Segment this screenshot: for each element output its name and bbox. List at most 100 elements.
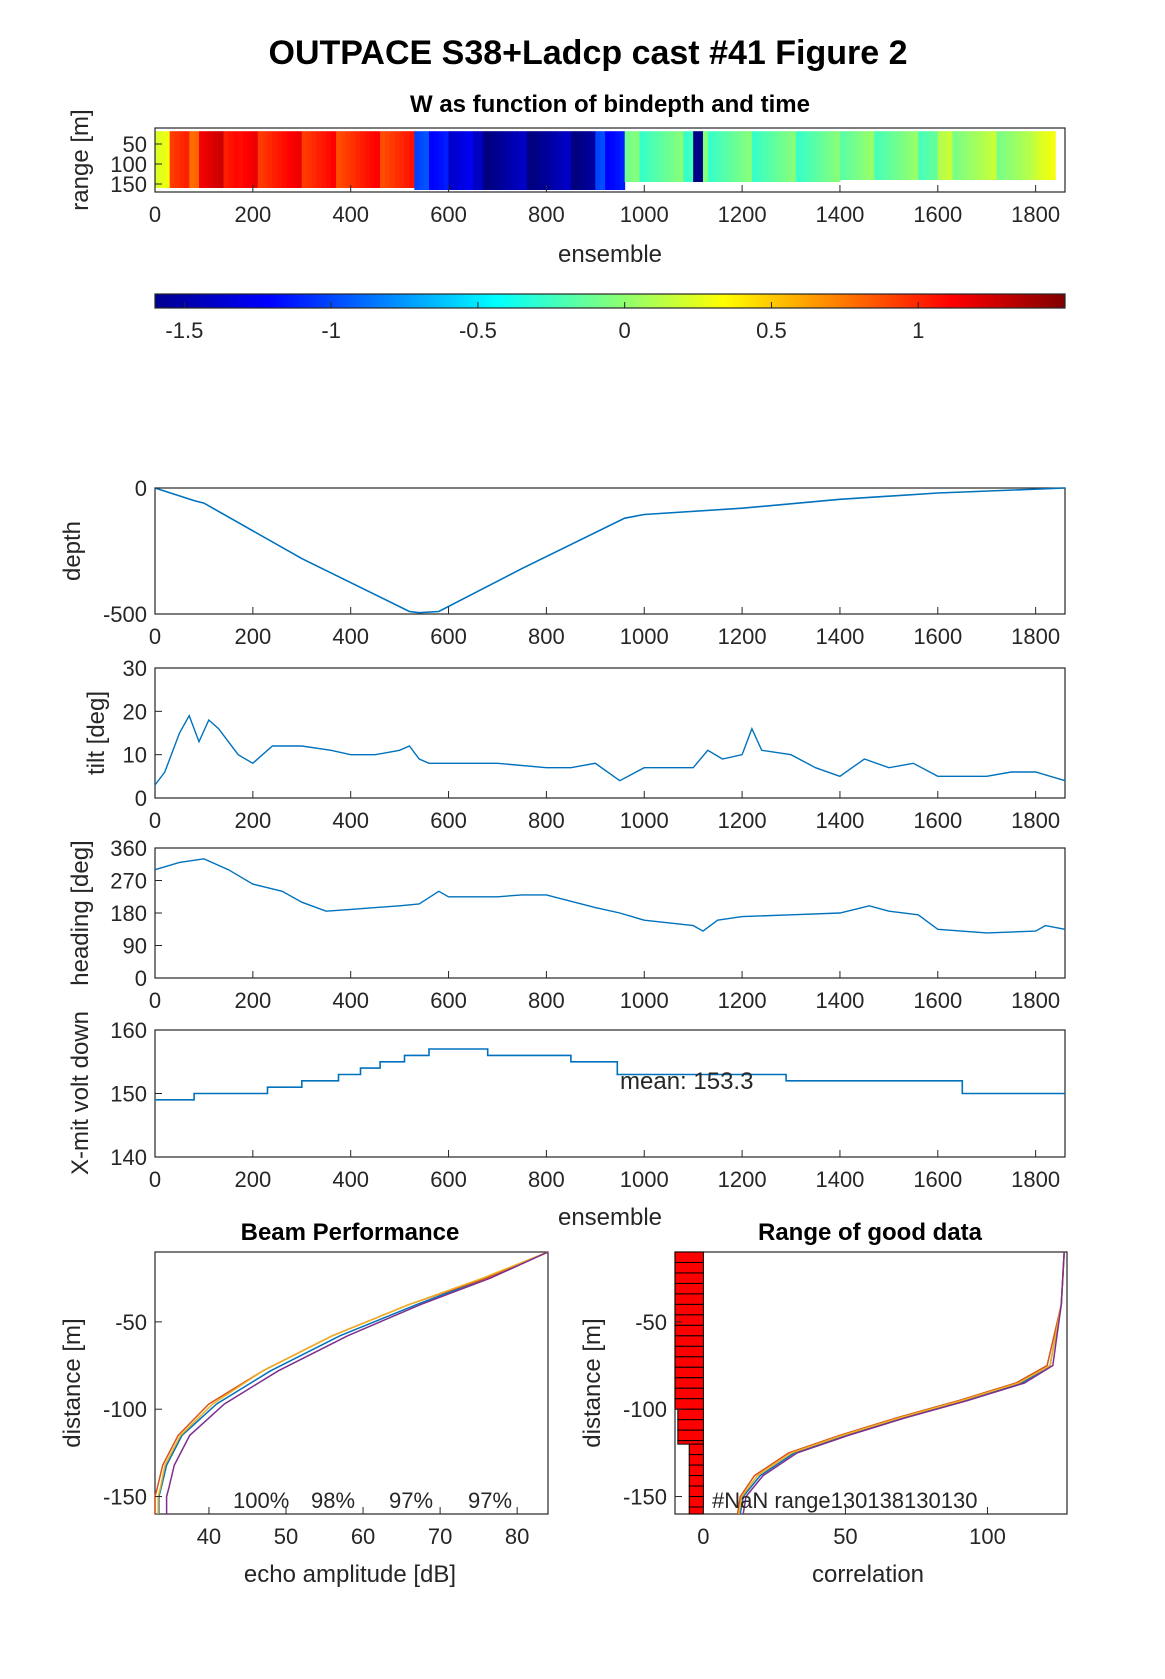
tilt-xtick-label: 200 bbox=[234, 808, 271, 833]
w-image-cell bbox=[360, 131, 366, 188]
range-ticks: 0 50 100 -150 -100 -50 bbox=[623, 1310, 1006, 1549]
beam-title: Beam Performance bbox=[241, 1219, 460, 1246]
w-image-cell bbox=[957, 131, 963, 180]
depth-axes bbox=[154, 487, 1066, 615]
range-nan-histogram bbox=[674, 1251, 704, 1515]
beam-xtick-label: 80 bbox=[505, 1524, 529, 1549]
w-image-cell bbox=[179, 131, 185, 188]
xmit-xlabel: ensemble bbox=[558, 1204, 662, 1231]
heading-series-line bbox=[154, 858, 1066, 934]
xmit-xtick-label: 1600 bbox=[913, 1167, 962, 1192]
w-image-cell bbox=[521, 131, 528, 190]
w-image-cell bbox=[844, 131, 851, 180]
w-image-xtick-label: 1600 bbox=[913, 202, 962, 227]
w-image-cell bbox=[458, 131, 464, 190]
w-image-cell bbox=[751, 131, 758, 182]
depth-xtick-label: 400 bbox=[332, 624, 369, 649]
w-image-cell bbox=[849, 131, 856, 180]
w-image-cell bbox=[272, 131, 278, 188]
w-image-cell bbox=[986, 131, 993, 180]
w-image-cell bbox=[482, 131, 489, 190]
w-image-cell bbox=[742, 131, 748, 182]
w-image-cell bbox=[859, 131, 865, 180]
tilt-ytick-label: 0 bbox=[135, 786, 147, 811]
range-nan-bar bbox=[674, 1387, 704, 1400]
range-ytick-label: -150 bbox=[623, 1485, 667, 1510]
w-image-xtick-label: 1000 bbox=[620, 202, 669, 227]
w-image-cell bbox=[340, 131, 347, 188]
w-image-cell bbox=[551, 131, 557, 190]
beam-percent-labels: 100% 98% 97% 97% bbox=[233, 1488, 512, 1513]
depth-ylabel: depth bbox=[59, 521, 86, 581]
w-image-cell bbox=[923, 131, 929, 180]
w-image-cell bbox=[155, 131, 161, 188]
xmit-xtick-label: 400 bbox=[332, 1167, 369, 1192]
w-image-cell bbox=[800, 131, 807, 182]
range-nan-bar bbox=[674, 1324, 704, 1337]
tilt-ytick-label: 20 bbox=[123, 699, 147, 724]
w-image-cell bbox=[257, 131, 264, 188]
beam-ytick-label: -50 bbox=[115, 1310, 147, 1335]
w-image-cell bbox=[404, 131, 410, 188]
heading-xtick-label: 0 bbox=[149, 988, 161, 1013]
w-image-cell bbox=[981, 131, 988, 180]
xmit-xtick-label: 1400 bbox=[815, 1167, 864, 1192]
range-nan-bar bbox=[688, 1475, 704, 1487]
colorbar-tick-label: -1 bbox=[321, 318, 341, 343]
tilt-xtick-label: 0 bbox=[149, 808, 161, 833]
w-image-cell bbox=[243, 131, 249, 188]
xmit-xtick-label: 1200 bbox=[718, 1167, 767, 1192]
w-image-cell bbox=[898, 131, 905, 180]
range-nan-bar bbox=[677, 1440, 704, 1445]
range-nan-bar bbox=[674, 1314, 704, 1326]
w-image-cell bbox=[1040, 131, 1046, 180]
w-image-cell bbox=[903, 131, 909, 180]
beam-ytick-label: -150 bbox=[103, 1485, 147, 1510]
xmit-annotation: mean: 153.3 bbox=[620, 1068, 753, 1095]
w-image-cell bbox=[517, 131, 523, 190]
colorbar-tick-label: -0.5 bbox=[459, 318, 497, 343]
w-image-cell bbox=[693, 131, 699, 182]
range-nan-bar bbox=[674, 1377, 704, 1389]
w-image-cell bbox=[477, 131, 484, 190]
w-image-cell bbox=[835, 131, 841, 182]
w-image-cell bbox=[203, 131, 210, 188]
w-image-cell bbox=[854, 131, 861, 180]
w-image-cell bbox=[321, 131, 327, 188]
w-image-cell bbox=[512, 131, 518, 190]
tilt-ylabel: tilt [deg] bbox=[83, 691, 110, 775]
w-image-cells bbox=[155, 131, 1056, 190]
w-image-cell bbox=[658, 131, 665, 182]
w-image-cell bbox=[1035, 131, 1042, 180]
range-series-line-4 bbox=[742, 1251, 1065, 1515]
w-image-cell bbox=[380, 131, 386, 188]
range-ytick-label: -100 bbox=[623, 1397, 667, 1422]
colorbar-tick-label: 0 bbox=[619, 318, 631, 343]
w-image-xtick-label: 400 bbox=[332, 202, 369, 227]
beam-ytick-label: -100 bbox=[103, 1397, 147, 1422]
w-image-cell bbox=[737, 131, 743, 182]
w-image-cell bbox=[394, 131, 401, 188]
xmit-panel: 0 200 400 600 800 1000 1200 1400 1600 1800 140 150 1… bbox=[67, 1011, 1066, 1231]
w-image-cell bbox=[839, 131, 846, 180]
range-nan-bar bbox=[674, 1335, 704, 1347]
w-image-cell bbox=[536, 131, 543, 190]
range-xtick-label: 0 bbox=[697, 1524, 709, 1549]
w-image-cell bbox=[565, 131, 572, 190]
w-image-cell bbox=[688, 131, 694, 182]
beam-panel: Beam Performance 40 50 60 70 80 -150 -100 -50 1… bbox=[59, 1219, 549, 1588]
xmit-xtick-label: 800 bbox=[528, 1167, 565, 1192]
w-image-cell bbox=[874, 131, 880, 180]
w-image-cell bbox=[194, 131, 200, 188]
beam-percent-3: 97% bbox=[389, 1488, 433, 1513]
w-image-cell bbox=[952, 131, 958, 180]
w-image-ytick-label: 150 bbox=[110, 172, 147, 197]
w-image-cell bbox=[825, 131, 831, 182]
xmit-xtick-label: 1800 bbox=[1011, 1167, 1060, 1192]
w-image-cell bbox=[673, 131, 679, 182]
w-image-cell bbox=[448, 131, 454, 190]
w-image-cell bbox=[722, 131, 728, 182]
beam-axes bbox=[154, 1251, 549, 1515]
w-image-cell bbox=[595, 131, 601, 190]
heading-ticks: 0 200 400 600 800 1000 1200 1400 1600 1800 0 90 180 2… bbox=[110, 836, 1060, 1013]
